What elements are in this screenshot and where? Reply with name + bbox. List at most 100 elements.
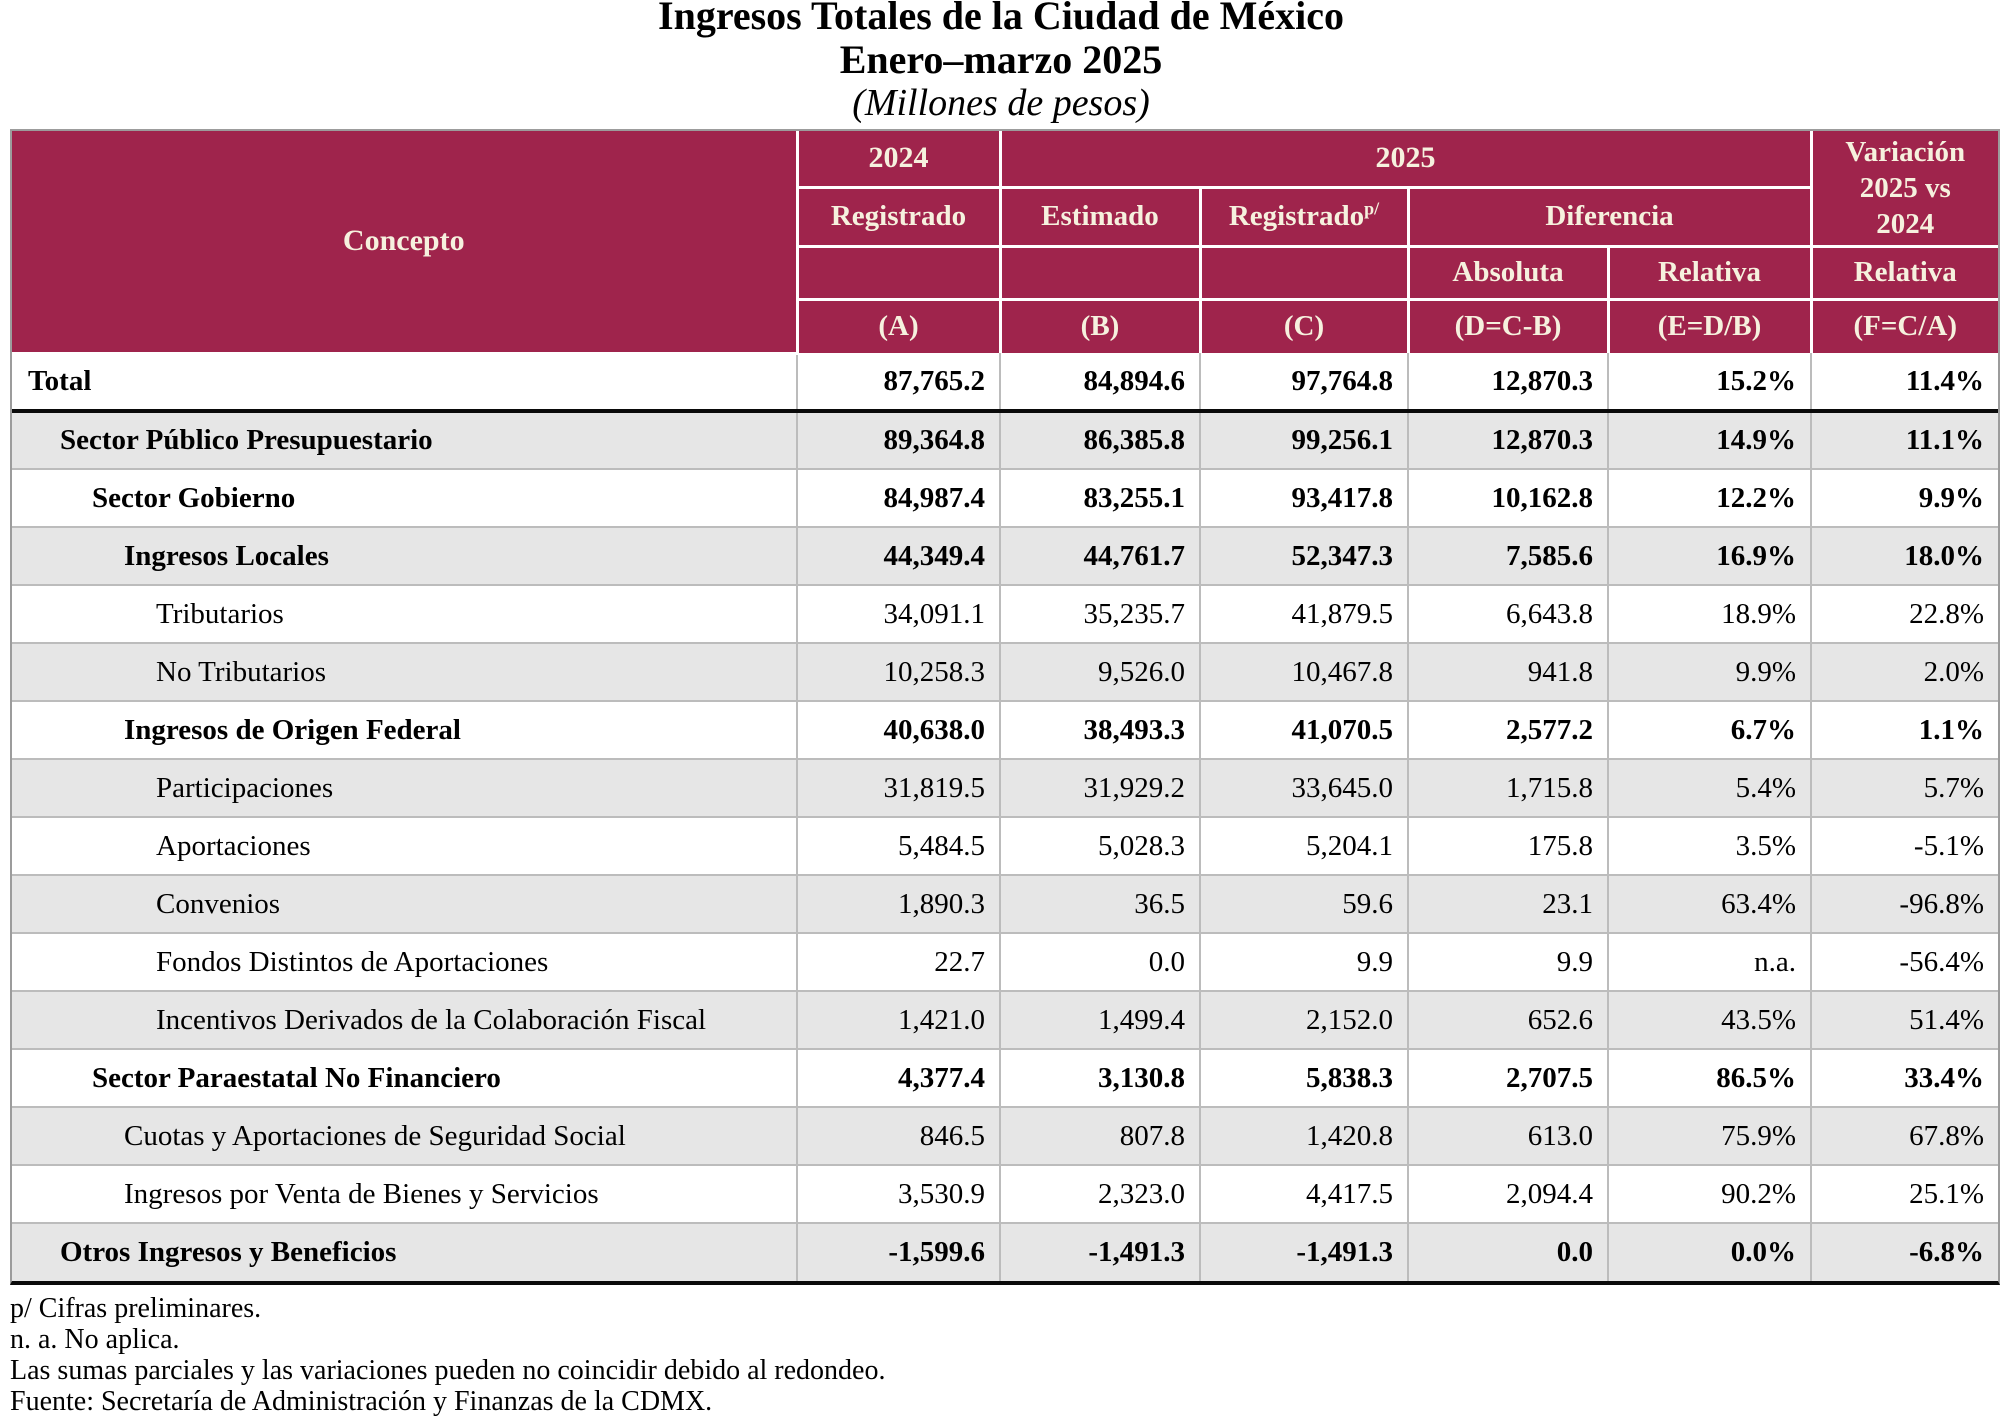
cell-value: 52,347.3 bbox=[1199, 526, 1409, 586]
cell-value: 2.0% bbox=[1810, 642, 1998, 702]
preliminary-superscript: p/ bbox=[1364, 198, 1380, 219]
cell-value: 1.1% bbox=[1810, 700, 1998, 760]
footnote-line: Las sumas parciales y las variaciones pu… bbox=[10, 1355, 886, 1386]
column-key-e: (E=D/B) bbox=[1606, 297, 1813, 353]
row-label: Otros Ingresos y Beneficios bbox=[12, 1222, 798, 1281]
cell-value: 9.9 bbox=[1199, 932, 1409, 992]
column-key-b: (B) bbox=[998, 297, 1202, 353]
column-header-2024: 2024 bbox=[795, 131, 1002, 189]
footnote-line: n. a. No aplica. bbox=[10, 1324, 180, 1355]
column-header-absoluta: Absoluta bbox=[1406, 244, 1610, 301]
footnote-line: p/ Cifras preliminares. bbox=[10, 1293, 262, 1324]
cell-value: 84,987.4 bbox=[796, 468, 1001, 528]
row-label: Total bbox=[12, 353, 798, 413]
cell-value: 5.4% bbox=[1607, 758, 1812, 818]
cell-value: 31,819.5 bbox=[796, 758, 1001, 818]
cell-value: 63.4% bbox=[1607, 874, 1812, 934]
title-block: Ingresos Totales de la Ciudad de México … bbox=[0, 0, 2002, 124]
cell-value: -6.8% bbox=[1810, 1222, 1998, 1281]
cell-value: 2,323.0 bbox=[999, 1164, 1201, 1224]
cell-value: 41,879.5 bbox=[1199, 584, 1409, 644]
table-row: Cuotas y Aportaciones de Seguridad Socia… bbox=[12, 1106, 1998, 1166]
cell-value: 2,094.4 bbox=[1407, 1164, 1609, 1224]
cell-value: n.a. bbox=[1607, 932, 1812, 992]
table-row: Ingresos por Venta de Bienes y Servicios… bbox=[12, 1164, 1998, 1224]
row-label: Ingresos Locales bbox=[12, 526, 798, 586]
row-label: Incentivos Derivados de la Colaboración … bbox=[12, 990, 798, 1050]
cell-value: -1,491.3 bbox=[1199, 1222, 1409, 1281]
cell-value: 33.4% bbox=[1810, 1048, 1998, 1108]
cell-value: 4,377.4 bbox=[796, 1048, 1001, 1108]
cell-value: 3,130.8 bbox=[999, 1048, 1201, 1108]
cell-value: 1,890.3 bbox=[796, 874, 1001, 934]
cell-value: 84,894.6 bbox=[999, 353, 1201, 413]
cell-value: 7,585.6 bbox=[1407, 526, 1609, 586]
cell-value: 87,765.2 bbox=[796, 353, 1001, 413]
column-key-c: (C) bbox=[1198, 297, 1410, 353]
column-header-estimado: Estimado bbox=[998, 185, 1202, 248]
cell-value: 10,162.8 bbox=[1407, 468, 1609, 528]
cell-value: 9.9% bbox=[1607, 642, 1812, 702]
cell-value: 5,028.3 bbox=[999, 816, 1201, 876]
cell-value: 175.8 bbox=[1407, 816, 1609, 876]
cell-value: 18.9% bbox=[1607, 584, 1812, 644]
table-header: Concepto 2024 2025 Variación 2025 vs 202… bbox=[12, 131, 1998, 355]
cell-value: 5.7% bbox=[1810, 758, 1998, 818]
cell-value: 1,420.8 bbox=[1199, 1106, 1409, 1166]
table-row: Otros Ingresos y Beneficios -1,599.6 -1,49… bbox=[12, 1222, 1998, 1281]
cell-value: 86,385.8 bbox=[999, 410, 1201, 470]
row-label: Aportaciones bbox=[12, 816, 798, 876]
cell-value: 10,258.3 bbox=[796, 642, 1001, 702]
row-label: Fondos Distintos de Aportaciones bbox=[12, 932, 798, 992]
cell-value: 33,645.0 bbox=[1199, 758, 1409, 818]
cell-value: 846.5 bbox=[796, 1106, 1001, 1166]
column-header-registrado-2025: Registradop/ bbox=[1198, 185, 1410, 248]
header-empty-cell bbox=[998, 244, 1202, 301]
cell-value: 12,870.3 bbox=[1407, 353, 1609, 413]
row-label: No Tributarios bbox=[12, 642, 798, 702]
row-label: Ingresos por Venta de Bienes y Servicios bbox=[12, 1164, 798, 1224]
row-label: Convenios bbox=[12, 874, 798, 934]
cell-value: -5.1% bbox=[1810, 816, 1998, 876]
cell-value: 1,421.0 bbox=[796, 990, 1001, 1050]
cell-value: 10,467.8 bbox=[1199, 642, 1409, 702]
table-row: Tributarios 34,091.1 35,235.7 41,879.5 6,643… bbox=[12, 584, 1998, 644]
cell-value: 41,070.5 bbox=[1199, 700, 1409, 760]
cell-value: 12.2% bbox=[1607, 468, 1812, 528]
cell-value: 5,838.3 bbox=[1199, 1048, 1409, 1108]
column-key-f: (F=C/A) bbox=[1809, 297, 1998, 353]
cell-value: 16.9% bbox=[1607, 526, 1812, 586]
cell-value: 22.7 bbox=[796, 932, 1001, 992]
cell-value: 4,417.5 bbox=[1199, 1164, 1409, 1224]
cell-value: 97,764.8 bbox=[1199, 353, 1409, 413]
table-row: Convenios 1,890.3 36.5 59.6 23.1 63.4% -96.8% bbox=[12, 874, 1998, 934]
cell-value: 807.8 bbox=[999, 1106, 1201, 1166]
cell-value: 0.0% bbox=[1607, 1222, 1812, 1281]
column-key-d: (D=C-B) bbox=[1406, 297, 1610, 353]
cell-value: -96.8% bbox=[1810, 874, 1998, 934]
table-row: Ingresos de Origen Federal 40,638.0 38,493… bbox=[12, 700, 1998, 760]
table-row: Total 87,765.2 84,894.6 97,764.8 12,870.3 15.… bbox=[12, 353, 1998, 413]
page-title: Ingresos Totales de la Ciudad de México bbox=[658, 0, 1344, 38]
cell-value: 652.6 bbox=[1407, 990, 1609, 1050]
table-row: Aportaciones 5,484.5 5,028.3 5,204.1 175.8 3.… bbox=[12, 816, 1998, 876]
row-label: Sector Gobierno bbox=[12, 468, 798, 528]
cell-value: 44,349.4 bbox=[796, 526, 1001, 586]
row-label: Participaciones bbox=[12, 758, 798, 818]
row-label: Ingresos de Origen Federal bbox=[12, 700, 798, 760]
cell-value: 9.9 bbox=[1407, 932, 1609, 992]
cell-value: 0.0 bbox=[1407, 1222, 1609, 1281]
cell-value: 2,707.5 bbox=[1407, 1048, 1609, 1108]
cell-value: 6,643.8 bbox=[1407, 584, 1609, 644]
table-row: Ingresos Locales 44,349.4 44,761.7 52,347.3… bbox=[12, 526, 1998, 586]
cell-value: -1,599.6 bbox=[796, 1222, 1001, 1281]
income-table-container: Concepto 2024 2025 Variación 2025 vs 202… bbox=[10, 129, 2000, 1285]
cell-value: 31,929.2 bbox=[999, 758, 1201, 818]
column-header-relativa-variacion: Relativa bbox=[1809, 244, 1998, 301]
cell-value: 86.5% bbox=[1607, 1048, 1812, 1108]
column-header-variacion: Variación 2025 vs 2024 bbox=[1809, 131, 1998, 248]
cell-value: 59.6 bbox=[1199, 874, 1409, 934]
cell-value: 51.4% bbox=[1810, 990, 1998, 1050]
cell-value: 9.9% bbox=[1810, 468, 1998, 528]
row-label: Sector Público Presupuestario bbox=[12, 410, 798, 470]
